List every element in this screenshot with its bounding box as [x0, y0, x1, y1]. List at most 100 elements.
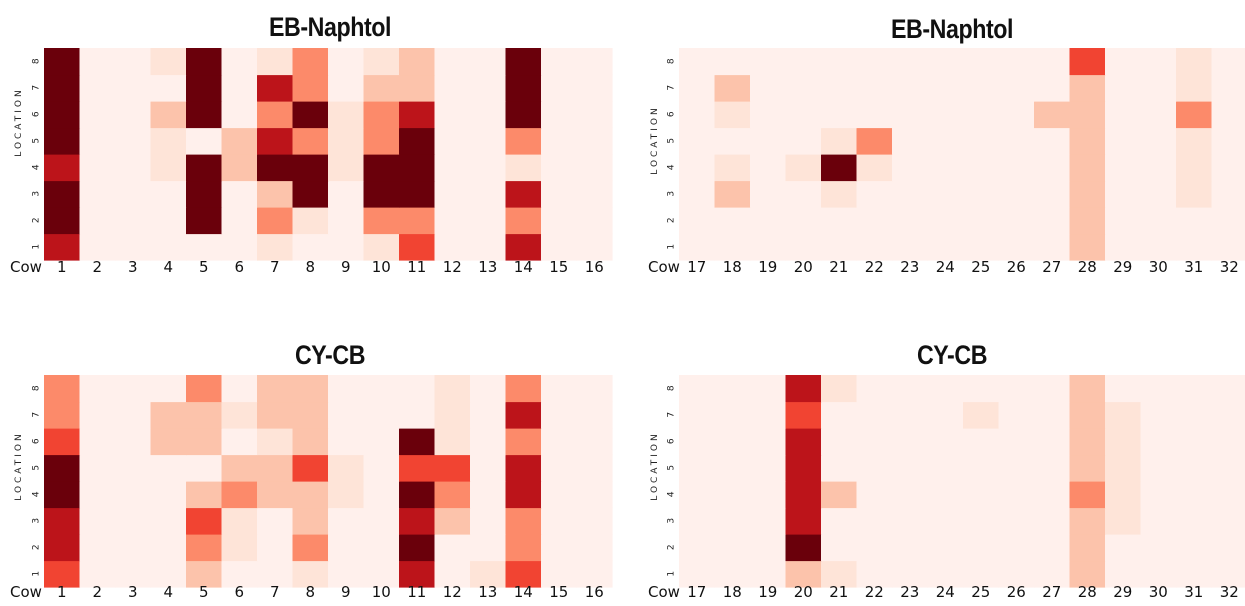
heatmap-cell	[150, 401, 187, 429]
heatmap-cell	[856, 74, 893, 102]
heatmap-cell	[927, 428, 964, 456]
heatmap-cell	[399, 233, 436, 261]
heatmap-cell	[679, 127, 716, 155]
y-tick-label: 1	[32, 571, 42, 577]
heatmap-cell	[257, 560, 294, 588]
heatmap-cell	[257, 48, 294, 76]
heatmap-cell	[292, 507, 329, 535]
heatmap-cell	[892, 428, 929, 456]
heatmap-cell	[998, 207, 1035, 235]
y-tick-label: 1	[667, 571, 677, 577]
heatmap-cell	[1176, 481, 1213, 509]
heatmap-cell	[257, 428, 294, 456]
heatmap-cell	[892, 154, 929, 182]
heatmap-cell	[79, 375, 116, 403]
y-tick-label: 8	[667, 385, 677, 391]
heatmap-cell	[541, 375, 578, 403]
heatmap-cell	[576, 481, 613, 509]
heatmap-cell	[150, 507, 187, 535]
heatmap-cell	[186, 154, 223, 182]
x-tick-label: 14	[514, 583, 533, 601]
heatmap-cell	[963, 74, 1000, 102]
heatmap-cell	[750, 481, 787, 509]
heatmap-cell	[44, 74, 81, 102]
heatmap-cell	[1140, 481, 1177, 509]
heatmap-cell	[399, 507, 436, 535]
heatmap-cell	[470, 428, 507, 456]
heatmap-cell	[1034, 207, 1071, 235]
heatmap-cell	[679, 74, 716, 102]
x-tick-label: 22	[865, 258, 884, 276]
heatmap-cell	[998, 127, 1035, 155]
heatmap-cell	[115, 101, 152, 129]
heatmap-cell	[399, 534, 436, 562]
heatmap-cell	[892, 401, 929, 429]
heatmap-cell	[541, 507, 578, 535]
heatmap-cell	[1211, 560, 1245, 588]
heatmap-cell	[892, 454, 929, 482]
heatmap-cell	[470, 534, 507, 562]
heatmap-cell	[221, 101, 258, 129]
heatmap-cell	[679, 454, 716, 482]
heatmap-cell	[150, 127, 187, 155]
heatmap-cell	[679, 401, 716, 429]
heatmap-cell	[292, 560, 329, 588]
heatmap-cell	[257, 454, 294, 482]
heatmap-cell	[998, 507, 1035, 535]
heatmap-cell	[576, 180, 613, 208]
heatmap-cell	[186, 180, 223, 208]
x-tick-label: 25	[971, 583, 990, 601]
heatmap-cell	[150, 481, 187, 509]
y-tick-label: 5	[32, 138, 42, 144]
heatmap-cell	[785, 154, 822, 182]
heatmap-cell	[927, 375, 964, 403]
heatmap-cell	[505, 507, 542, 535]
x-tick-label: 1	[57, 583, 67, 601]
heatmap-cell	[470, 401, 507, 429]
heatmap-cell	[44, 48, 81, 76]
heatmap-cell	[150, 180, 187, 208]
heatmap-cell	[576, 454, 613, 482]
heatmap-cell	[1176, 127, 1213, 155]
y-tick-label: 5	[32, 465, 42, 471]
heatmap-cell	[257, 375, 294, 403]
heatmap-cell	[434, 454, 471, 482]
heatmap-cell	[1034, 101, 1071, 129]
heatmap-cell	[714, 154, 751, 182]
heatmap-cell	[221, 481, 258, 509]
heatmap-cell	[363, 101, 400, 129]
heatmap-cell	[505, 127, 542, 155]
heatmap-cell	[1034, 401, 1071, 429]
heatmap-cell	[292, 154, 329, 182]
heatmap-cell	[328, 507, 365, 535]
heatmap-cell	[821, 48, 858, 76]
heatmap-cell	[363, 154, 400, 182]
heatmap-cell	[257, 180, 294, 208]
heatmap-cell	[856, 401, 893, 429]
heatmap-cell	[785, 560, 822, 588]
heatmap-cell	[470, 154, 507, 182]
heatmap-cell	[257, 481, 294, 509]
heatmap-cell	[998, 481, 1035, 509]
heatmap-cell	[44, 101, 81, 129]
heatmap-cell	[328, 375, 365, 403]
heatmap-cell	[221, 454, 258, 482]
heatmap-cell	[998, 154, 1035, 182]
heatmap-cell	[541, 154, 578, 182]
x-tick-label: 10	[372, 258, 391, 276]
heatmap-cell	[856, 233, 893, 261]
heatmap-cell	[714, 560, 751, 588]
heatmap-cell	[541, 534, 578, 562]
x-tick-label: 21	[829, 258, 848, 276]
heatmap-cell	[44, 207, 81, 235]
heatmap-cell	[576, 233, 613, 261]
heatmap-cell	[186, 507, 223, 535]
heatmap-cell	[150, 534, 187, 562]
heatmap-cell	[434, 428, 471, 456]
heatmap-cell	[186, 454, 223, 482]
y-tick-label: 8	[667, 58, 677, 64]
x-tick-label: 13	[478, 583, 497, 601]
x-tick-label: 17	[687, 258, 706, 276]
